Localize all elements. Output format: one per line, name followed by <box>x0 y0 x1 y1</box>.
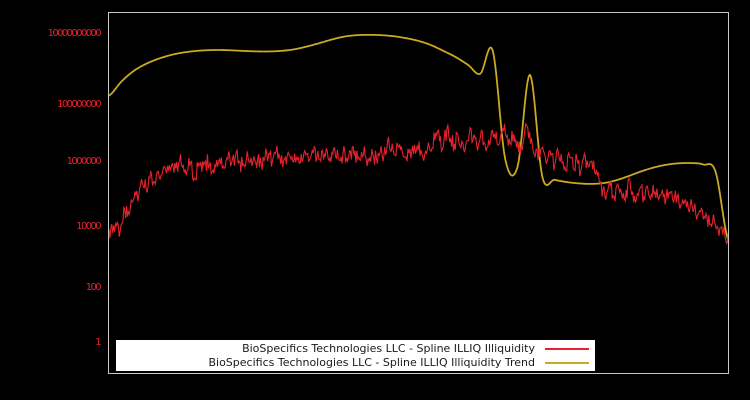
plot-area <box>108 12 729 374</box>
legend-swatch-illiquidity <box>545 347 589 350</box>
legend-entry-illiquidity-trend: BioSpecifics Technologies LLC - Spline I… <box>116 356 595 370</box>
chart-legend: BioSpecifics Technologies LLC - Spline I… <box>116 340 595 371</box>
legend-label-illiquidity-trend: BioSpecifics Technologies LLC - Spline I… <box>208 356 535 369</box>
legend-entry-illiquidity: BioSpecifics Technologies LLC - Spline I… <box>116 342 595 356</box>
y-tick-label-10000000000: 10000000000 <box>47 28 102 39</box>
plot-svg <box>109 33 728 245</box>
y-tick-label-100000000: 100000000 <box>57 99 101 110</box>
y-tick-label-100: 100 <box>85 282 102 293</box>
y-tick-label-10000: 10000 <box>76 221 101 232</box>
y-tick-label-1000000: 1000000 <box>66 156 102 167</box>
y-tick-label-1: 1 <box>95 337 101 348</box>
legend-swatch-illiquidity-trend <box>545 361 589 364</box>
series-line-illiquidity <box>109 121 728 245</box>
y-axis-tick-labels: 10000000000 100000000 1000000 10000 100 … <box>0 0 104 400</box>
series-line-trend <box>109 33 728 241</box>
legend-label-illiquidity: BioSpecifics Technologies LLC - Spline I… <box>242 342 535 355</box>
